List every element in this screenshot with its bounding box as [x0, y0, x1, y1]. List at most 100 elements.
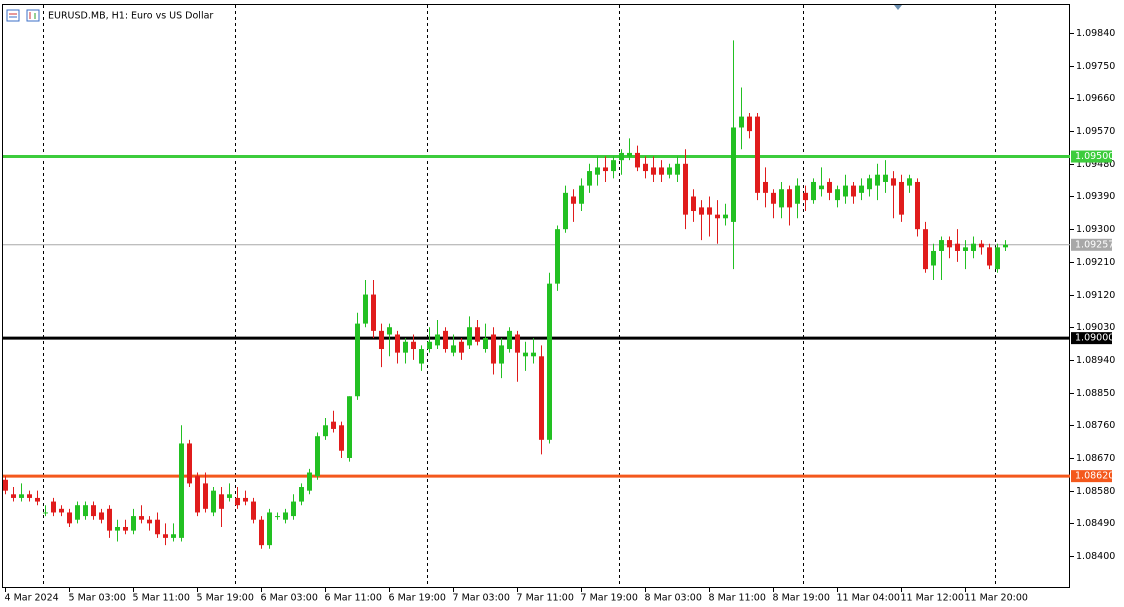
candle-body [171, 534, 176, 538]
chart-title: EURUSD.MB, H1: Euro vs US Dollar [48, 11, 213, 22]
icon[interactable] [26, 9, 40, 22]
candle-body [379, 330, 384, 350]
candle-body [163, 534, 168, 538]
candle-body [619, 152, 624, 161]
candle-body [331, 421, 336, 429]
candle-body [363, 294, 368, 324]
candle-body [315, 436, 320, 477]
candle-body [507, 330, 512, 350]
candle-body [891, 178, 896, 186]
candle-body [635, 152, 640, 168]
candle-body [227, 494, 232, 498]
candle-body [835, 189, 840, 201]
candle-body [571, 196, 576, 204]
candle-body [235, 497, 240, 506]
x-tick-label: 7 Mar 03:00 [453, 593, 510, 604]
x-tick-label: 7 Mar 19:00 [581, 593, 638, 604]
y-tick-label: 1.09210 [1076, 257, 1115, 268]
candle-body [251, 501, 256, 520]
candle-body [851, 185, 856, 197]
candle-body [59, 508, 64, 513]
candle-body [147, 519, 152, 524]
candle-body [323, 425, 328, 437]
period-separators [43, 5, 996, 587]
candle-body [747, 116, 752, 132]
level-label-box [1071, 332, 1112, 345]
candle-body [979, 243, 984, 248]
candle-body [987, 247, 992, 266]
candle-body [547, 283, 552, 440]
candle-body [179, 443, 184, 538]
candle-body [843, 185, 848, 197]
candle-body [699, 207, 704, 215]
candle-body [827, 181, 832, 193]
candle-body [731, 127, 736, 222]
candle-body [555, 229, 560, 284]
plot-frame [2, 4, 1070, 588]
level-label-box [1071, 238, 1112, 251]
y-tick-label: 1.08850 [1076, 388, 1115, 399]
candle-body [675, 163, 680, 175]
candle-body [763, 181, 768, 193]
candle-body [43, 512, 48, 514]
y-tick-label: 1.08490 [1076, 518, 1115, 529]
y-tick-label: 1.08400 [1076, 551, 1115, 562]
x-tick-label: 5 Mar 11:00 [133, 593, 190, 604]
candle-body [291, 501, 296, 517]
candle-body [611, 160, 616, 172]
candle-body [427, 341, 432, 350]
candle-body [307, 472, 312, 491]
candle-body [283, 512, 288, 520]
candle-body [99, 512, 104, 520]
candle-body [867, 178, 872, 190]
y-tick-label: 1.09390 [1076, 191, 1115, 202]
candle-body [947, 240, 952, 248]
candle-body [739, 116, 744, 128]
candle-body [267, 512, 272, 546]
y-tick-label: 1.08670 [1076, 453, 1115, 464]
candle-body [155, 519, 160, 535]
candle-body [11, 494, 16, 498]
candle-body [955, 243, 960, 251]
candle-body [795, 185, 800, 204]
candle-body [219, 494, 224, 509]
candle-body [915, 181, 920, 230]
candle-body [899, 181, 904, 215]
candle-body [971, 243, 976, 251]
candle-body [371, 294, 376, 331]
candle-body [667, 167, 672, 175]
icon[interactable] [6, 9, 20, 22]
candle-body [443, 330, 448, 350]
level-label: 1.08620 [1075, 471, 1114, 482]
candle-body [475, 327, 480, 342]
candle-body [691, 196, 696, 212]
candle-body [387, 327, 392, 335]
candle-body [875, 174, 880, 186]
candle-body [83, 505, 88, 517]
candle-body [515, 334, 520, 353]
candle-body [51, 501, 56, 513]
candle-body [27, 494, 32, 498]
level-label-box [1071, 470, 1112, 483]
candle-body [67, 512, 72, 524]
y-tick-label: 1.09480 [1076, 159, 1115, 170]
candle-body [451, 345, 456, 353]
x-tick-label: 8 Mar 03:00 [645, 593, 702, 604]
candle-body [347, 396, 352, 458]
candle-body [643, 163, 648, 172]
x-tick-label: 11 Mar 20:00 [965, 593, 1028, 604]
candle-body [115, 526, 120, 531]
candle-body [819, 185, 824, 190]
level-label: 1.09257 [1075, 239, 1114, 250]
x-tick-label: 6 Mar 03:00 [261, 593, 318, 604]
candle-body [523, 352, 528, 357]
candle-body [187, 443, 192, 484]
y-tick-label: 1.09660 [1076, 93, 1115, 104]
candle-body [91, 505, 96, 517]
candle-body [651, 167, 656, 175]
candle-body [19, 494, 24, 498]
candle-body [395, 334, 400, 353]
y-tick-label: 1.09300 [1076, 224, 1115, 235]
